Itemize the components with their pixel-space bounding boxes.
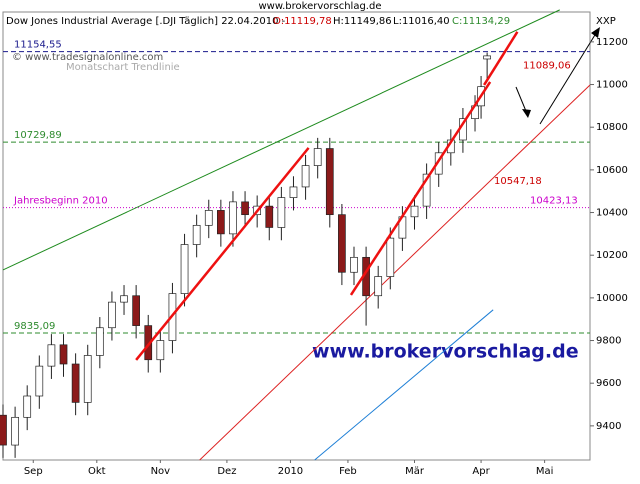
candle-body — [132, 295, 140, 326]
trend-note: Monatschart Trendlinie — [66, 62, 180, 73]
candle-body — [59, 344, 68, 365]
x-tick-label: Nov — [151, 466, 171, 477]
x-tick-label: Feb — [339, 466, 357, 477]
y-tick-label: 11000 — [596, 80, 628, 91]
candle-body — [83, 355, 92, 403]
candle-body — [410, 205, 419, 218]
candle-body — [422, 173, 431, 207]
candle-body — [204, 210, 213, 226]
level-label: Jahresbeginn 2010 — [13, 196, 108, 207]
candle-body — [108, 301, 116, 329]
x-tick-label: Dez — [217, 466, 236, 477]
candle-body — [265, 205, 274, 228]
symbol: XXP — [596, 16, 616, 27]
site: www.brokervorschlag.de — [259, 1, 382, 12]
copyright: © www.tradesignalonline.com — [12, 52, 163, 63]
candle-body — [217, 210, 225, 235]
candle-body — [229, 201, 237, 235]
annotation: 11089,06 — [523, 61, 571, 72]
arrows — [515, 27, 600, 125]
trend-line — [349, 81, 492, 296]
candle-body — [71, 363, 80, 403]
level-label: 11154,55 — [14, 40, 62, 51]
trend-line — [483, 31, 519, 86]
trend-line — [199, 84, 591, 461]
y-tick-label: 9800 — [596, 336, 621, 347]
candle-body — [289, 186, 298, 198]
trend-line — [314, 309, 494, 461]
trend-line — [2, 9, 560, 271]
candle-body — [23, 395, 32, 418]
annotation: 10547,18 — [494, 176, 542, 187]
watermark: www.brokervorschlag.de — [312, 341, 579, 363]
header-close: C:11134,29 — [452, 16, 510, 27]
candle-body — [386, 237, 395, 277]
header-title: Dow Jones Industrial Average [.DJI Tägli… — [6, 16, 286, 27]
candle-body — [325, 148, 334, 216]
y-tick-label: 10200 — [596, 250, 628, 261]
candle-body — [313, 148, 322, 166]
candle-body — [180, 244, 189, 294]
y-tick-label: 10000 — [596, 293, 628, 304]
candle-body — [47, 344, 56, 367]
y-tick-label: 9600 — [596, 378, 621, 389]
level-value-label: 10423,13 — [530, 196, 578, 207]
candle-body — [156, 340, 165, 361]
level-label: 10729,89 — [14, 130, 62, 141]
level-label: 9835,09 — [14, 321, 55, 332]
y-tick-label: 10800 — [596, 122, 628, 133]
x-tick-label: Mär — [405, 466, 425, 477]
y-tick-label: 11200 — [596, 37, 628, 48]
candle-body — [301, 165, 310, 188]
trend-line — [135, 147, 310, 361]
x-tick-label: Apr — [472, 466, 490, 477]
x-tick-label: 2010 — [278, 466, 303, 477]
candle-body — [374, 276, 383, 297]
header-open: O:11119,78 — [273, 16, 332, 27]
candle-body — [11, 416, 19, 446]
header-high: H:11149,86 — [333, 16, 392, 27]
candle-body — [483, 55, 491, 60]
candle-body — [241, 201, 249, 216]
candle-body — [120, 295, 128, 303]
candle-body — [338, 214, 346, 273]
candle-body — [350, 256, 358, 273]
y-tick-label: 10600 — [596, 165, 628, 176]
candle-body — [35, 365, 44, 397]
candle-body — [277, 197, 286, 228]
candle-body — [95, 327, 104, 356]
y-tick-label: 10400 — [596, 208, 628, 219]
x-tick-label: Okt — [88, 466, 106, 477]
candle-body — [0, 414, 7, 446]
header-low: L:11016,40 — [393, 16, 450, 27]
candle-body — [192, 224, 201, 245]
y-tick-label: 9400 — [596, 421, 621, 432]
x-tick-label: Mai — [536, 466, 554, 477]
x-tick-label: Sep — [24, 466, 43, 477]
candle-body — [434, 152, 443, 175]
plot-frame — [2, 11, 591, 461]
